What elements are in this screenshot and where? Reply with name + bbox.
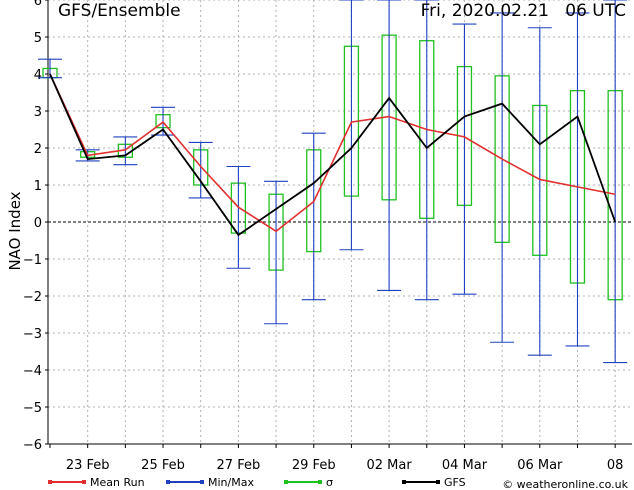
chart-run-time: Fri, 2020.02.21 06 UTC bbox=[421, 1, 626, 21]
x-tick-label: 08 bbox=[607, 458, 624, 473]
legend-sigma-label: σ bbox=[326, 476, 333, 489]
legend-mean-run-marker-left bbox=[48, 480, 52, 484]
x-tick-label: 02 Mar bbox=[366, 458, 412, 473]
y-tick-label: 4 bbox=[34, 68, 42, 83]
y-tick-label: −3 bbox=[23, 327, 42, 342]
chart-text: GFS/Ensemble Fri, 2020.02.21 06 UTC NAO … bbox=[6, 1, 626, 271]
y-tick-label: 3 bbox=[34, 105, 42, 120]
axes: −6 −5 −4 −3 −2 −1 0 1 2 3 4 5 6 23 Feb 25 Feb 27 Feb 29 … bbox=[23, 0, 632, 473]
chart-title: GFS/Ensemble bbox=[58, 1, 181, 21]
legend: Mean Run Min/Max σ GFS bbox=[48, 476, 466, 489]
y-tick-label: −6 bbox=[23, 438, 42, 453]
legend-gfs-label: GFS bbox=[444, 476, 466, 489]
y-tick-label: 1 bbox=[34, 179, 42, 194]
y-tick-label: 0 bbox=[34, 216, 42, 231]
y-tick-label: −2 bbox=[23, 290, 42, 305]
x-tick-label: 25 Feb bbox=[141, 458, 185, 473]
y-axis-label: NAO Index bbox=[6, 191, 24, 270]
y-tick-label: −5 bbox=[23, 401, 42, 416]
legend-gfs-marker-left bbox=[402, 480, 406, 484]
series-lines bbox=[49, 73, 617, 237]
legend-sigma-marker-left bbox=[284, 480, 288, 484]
series-line-gfs bbox=[49, 73, 617, 237]
x-tick-label: 27 Feb bbox=[217, 458, 261, 473]
x-tick-label: 23 Feb bbox=[66, 458, 110, 473]
x-tick-label: 06 Mar bbox=[517, 458, 563, 473]
y-tick-label: 2 bbox=[34, 142, 42, 157]
y-tick-label: −4 bbox=[23, 364, 42, 379]
sigma-boxes bbox=[42, 34, 623, 301]
series-line-mean-run bbox=[49, 73, 616, 233]
legend-min-max-marker-right bbox=[200, 480, 204, 484]
y-tick-label: −1 bbox=[23, 253, 42, 268]
watermark: © weatheronline.co.uk bbox=[502, 478, 628, 490]
minmax-bars bbox=[38, 0, 628, 364]
x-tick-label: 29 Feb bbox=[292, 458, 336, 473]
legend-sigma-marker-right bbox=[318, 480, 322, 484]
legend-min-max-label: Min/Max bbox=[208, 476, 254, 489]
x-tick-label: 04 Mar bbox=[442, 458, 488, 473]
legend-mean-run-label: Mean Run bbox=[90, 476, 145, 489]
legend-mean-run-marker-right bbox=[82, 480, 86, 484]
legend-gfs-marker-right bbox=[436, 480, 440, 484]
grid bbox=[48, 0, 632, 444]
y-tick-label: 6 bbox=[34, 0, 42, 9]
legend-min-max-marker-left bbox=[166, 480, 170, 484]
y-tick-label: 5 bbox=[34, 31, 42, 46]
